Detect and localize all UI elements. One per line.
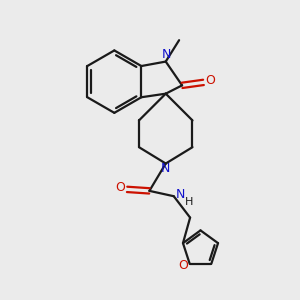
Text: O: O (116, 181, 125, 194)
Text: N: N (176, 188, 185, 201)
Text: N: N (162, 48, 171, 61)
Text: N: N (161, 162, 170, 176)
Text: H: H (184, 196, 193, 207)
Text: O: O (178, 259, 188, 272)
Text: O: O (205, 74, 215, 87)
